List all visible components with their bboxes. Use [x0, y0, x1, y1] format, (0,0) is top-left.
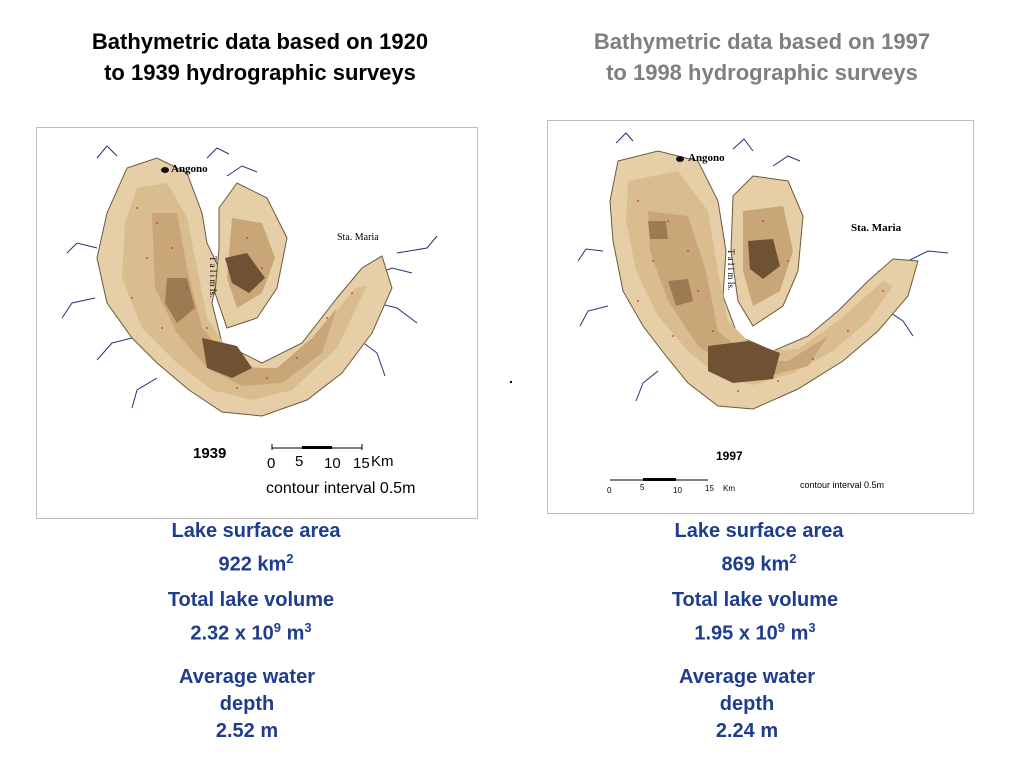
- rivers: [61, 145, 438, 409]
- scale-tick-5: 5: [640, 483, 645, 492]
- map-year-1939: 1939: [193, 445, 226, 462]
- scale-bar-1997: 0 5 10 15 Km: [607, 478, 735, 495]
- left-area-value: 922 km2: [218, 551, 294, 576]
- place-angono: Angono: [688, 152, 725, 164]
- right-volume-value: 1.95 x 109 m3: [694, 620, 816, 645]
- angono-marker: [676, 156, 684, 162]
- right-depth-value: 2.24 m: [715, 720, 779, 742]
- left-volume-label: Total lake volume: [167, 589, 335, 611]
- bathymetric-map-1997: Angono Sta. Maria T a l i m Is. 1997 0 5…: [547, 120, 974, 514]
- map-1997-svg: Angono Sta. Maria T a l i m Is. 1997 0 5…: [577, 132, 949, 495]
- place-talim-island: T a l i m Is.: [208, 256, 218, 297]
- bathymetric-map-1939: Angono Sta. Maria T a l i m Is. 1939 0 5…: [36, 127, 478, 519]
- scale-tick-15: 15: [705, 484, 714, 493]
- depth-sounding-points: [131, 207, 353, 389]
- left-depth-label: Average water depth: [179, 666, 315, 715]
- lake-1997: [609, 150, 919, 410]
- left-title: Bathymetric data based on 1920 to 1939 h…: [91, 29, 429, 85]
- contour-interval-1939: contour interval 0.5m: [266, 480, 415, 497]
- scale-tick-0: 0: [607, 486, 612, 495]
- place-talim-island: T a l i m Is.: [726, 249, 736, 290]
- left-area-label: Lake surface area: [171, 520, 341, 542]
- place-angono: Angono: [171, 163, 208, 175]
- stray-dot: [510, 381, 512, 383]
- right-volume: Total lake volume 1.95 x 109 m3: [625, 587, 885, 648]
- scale-tick-10: 10: [673, 486, 682, 495]
- scale-tick-0: 0: [267, 455, 275, 472]
- right-area: Lake surface area 869 km2: [629, 518, 889, 579]
- place-sta-maria: Sta. Maria: [851, 222, 902, 234]
- left-volume-value: 2.32 x 109 m3: [190, 620, 312, 645]
- right-title: Bathymetric data based on 1997 to 1998 h…: [593, 29, 931, 85]
- right-volume-label: Total lake volume: [671, 589, 839, 611]
- scale-tick-10: 10: [324, 455, 341, 472]
- depth-sounding-points: [637, 200, 884, 392]
- scale-bar-1939: 0 5 10 15 Km: [267, 444, 394, 472]
- map-1939-svg: Angono Sta. Maria T a l i m Is. 1939 0 5…: [61, 145, 438, 497]
- lake-1939: [96, 157, 393, 417]
- place-sta-maria: Sta. Maria: [337, 232, 379, 243]
- right-depth-label: Average water depth: [679, 666, 815, 715]
- left-depth-value: 2.52 m: [215, 720, 279, 742]
- scale-tick-15: 15: [353, 455, 370, 472]
- right-area-label: Lake surface area: [674, 520, 844, 542]
- right-depth: Average water depth 2.24 m: [616, 664, 878, 745]
- left-depth: Average water depth 2.52 m: [116, 664, 378, 745]
- angono-marker: [161, 167, 169, 173]
- scale-tick-5: 5: [295, 453, 303, 470]
- map-year-1997: 1997: [716, 449, 743, 463]
- contour-interval-1997: contour interval 0.5m: [800, 480, 884, 490]
- scale-unit: Km: [371, 453, 394, 470]
- scale-unit: Km: [723, 484, 735, 493]
- left-volume: Total lake volume 2.32 x 109 m3: [121, 587, 381, 648]
- right-area-value: 869 km2: [721, 551, 797, 576]
- left-area: Lake surface area 922 km2: [126, 518, 386, 579]
